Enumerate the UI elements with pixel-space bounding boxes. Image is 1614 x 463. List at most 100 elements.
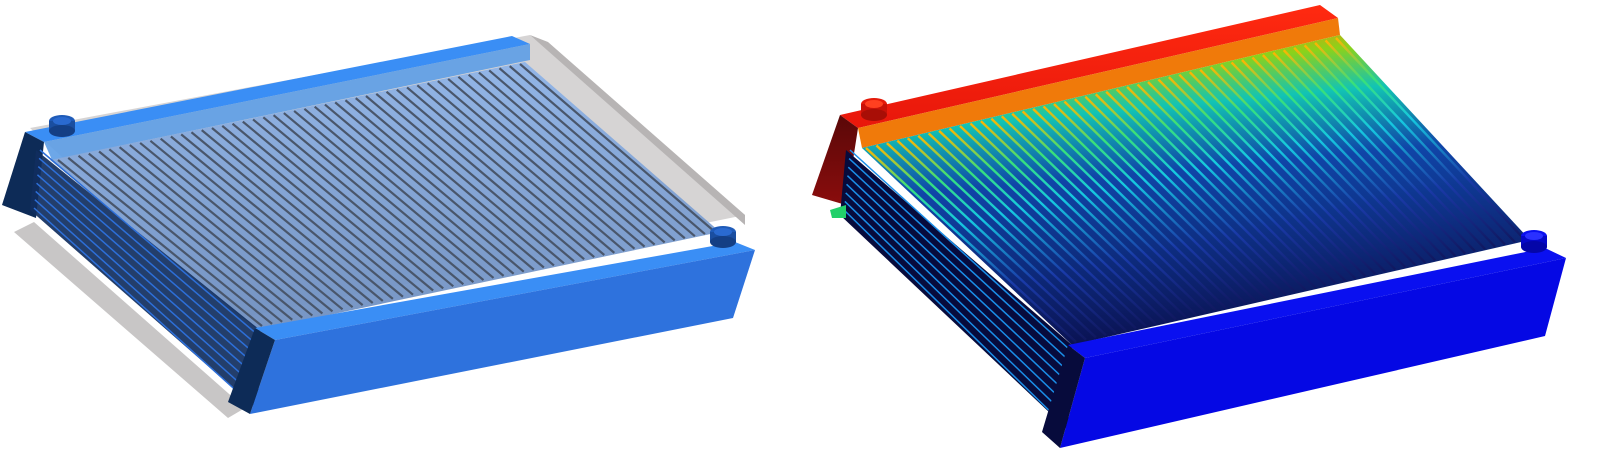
right-fin	[1209, 66, 1407, 269]
left-fin	[88, 152, 293, 321]
left-fin	[293, 110, 495, 279]
right-fin	[969, 122, 1177, 321]
left-fin	[57, 159, 263, 327]
right-end-lower	[840, 150, 1072, 430]
right-fin	[1074, 98, 1277, 298]
left-fins	[57, 63, 716, 327]
left-fin	[118, 146, 324, 315]
left-fin	[211, 127, 414, 296]
right-fin	[1220, 64, 1417, 266]
left-fin	[457, 75, 656, 246]
right-fin	[938, 130, 1147, 328]
left-fin	[221, 125, 424, 294]
left-inlet-port	[49, 115, 75, 137]
right-fin	[959, 125, 1167, 323]
right-end-green-tip	[830, 205, 846, 218]
right-fin	[1136, 83, 1337, 284]
left-fin	[365, 95, 565, 265]
left-back-rail-top	[25, 36, 530, 142]
left-fin	[478, 71, 676, 242]
right-fin	[1053, 103, 1257, 303]
left-housing-right	[530, 35, 745, 225]
right-fin	[886, 142, 1097, 339]
left-fin	[98, 150, 303, 319]
left-fin	[129, 144, 334, 313]
left-side-fin-edge	[33, 207, 253, 406]
left-side-fin-edge	[38, 157, 258, 346]
left-fin	[252, 118, 454, 288]
left-fin	[488, 69, 686, 240]
left-housing-bottom-edge	[14, 222, 245, 418]
right-fin	[1032, 108, 1237, 307]
left-fin	[149, 139, 354, 309]
left-fin	[201, 129, 404, 298]
left-fin	[426, 82, 626, 252]
right-fin	[1168, 76, 1367, 278]
right-side-fin-edge	[844, 200, 1066, 415]
right-fins	[865, 37, 1526, 343]
left-front-block-top	[255, 242, 755, 340]
left-side-fin-edges	[33, 149, 259, 406]
right-fin	[1303, 44, 1496, 248]
left-fin	[159, 137, 364, 306]
right-fin	[1000, 115, 1207, 314]
left-side-fin-edge	[39, 149, 259, 336]
left-side-fin-edge	[35, 190, 255, 386]
right-top-rail-face	[858, 18, 1340, 148]
left-front-block-face	[250, 250, 755, 414]
right-side-fin-edge	[843, 209, 1065, 426]
right-side-fin-edge	[848, 158, 1070, 362]
right-front-block-face	[1060, 258, 1566, 448]
right-fin	[948, 127, 1157, 325]
left-front-block-end	[228, 328, 275, 414]
right-side-fin-edge	[847, 166, 1069, 372]
left-fin	[108, 148, 314, 317]
right-side-fin-edge	[849, 149, 1071, 351]
left-fin	[283, 112, 485, 281]
right-side-fin-edges	[843, 149, 1071, 426]
left-fin	[467, 73, 666, 244]
left-outlet-port	[710, 226, 736, 248]
right-side-fin-edge	[846, 183, 1068, 394]
right-fin	[1115, 88, 1317, 289]
left-fin	[303, 107, 505, 277]
right-fin	[1178, 73, 1377, 275]
right-fin	[1126, 86, 1327, 287]
right-fin	[1241, 59, 1437, 262]
right-fin	[1335, 37, 1526, 241]
right-fin	[927, 132, 1137, 330]
right-fin	[875, 144, 1087, 341]
right-fin	[1272, 51, 1467, 255]
right-fin	[1011, 112, 1217, 312]
right-fin	[990, 117, 1197, 316]
right-fin	[1021, 110, 1227, 309]
left-fin	[406, 86, 605, 256]
left-fin	[272, 114, 475, 283]
left-fin	[334, 101, 535, 271]
left-fin	[416, 84, 616, 254]
right-fin-field	[862, 35, 1530, 345]
left-fin	[180, 133, 384, 302]
left-side-fin-edge	[37, 166, 257, 356]
right-front-block-top	[1068, 248, 1566, 358]
right-side-fin-edge	[845, 192, 1067, 405]
left-fin	[231, 122, 434, 292]
right-fin	[1042, 105, 1247, 305]
left-fin	[262, 116, 465, 286]
right-side-fin-edge	[846, 175, 1068, 383]
left-fin	[519, 63, 716, 233]
right-fin	[1262, 54, 1457, 257]
right-fin	[1094, 93, 1297, 293]
left-fin	[375, 93, 575, 263]
right-fin	[1188, 71, 1387, 273]
right-fin	[1147, 81, 1347, 282]
left-fin	[498, 67, 696, 238]
left-fin	[396, 88, 595, 258]
left-fin	[242, 120, 444, 290]
left-fin	[190, 131, 394, 300]
right-fin	[1314, 42, 1506, 246]
left-fin	[344, 99, 545, 269]
left-back-rail-face	[44, 44, 530, 160]
